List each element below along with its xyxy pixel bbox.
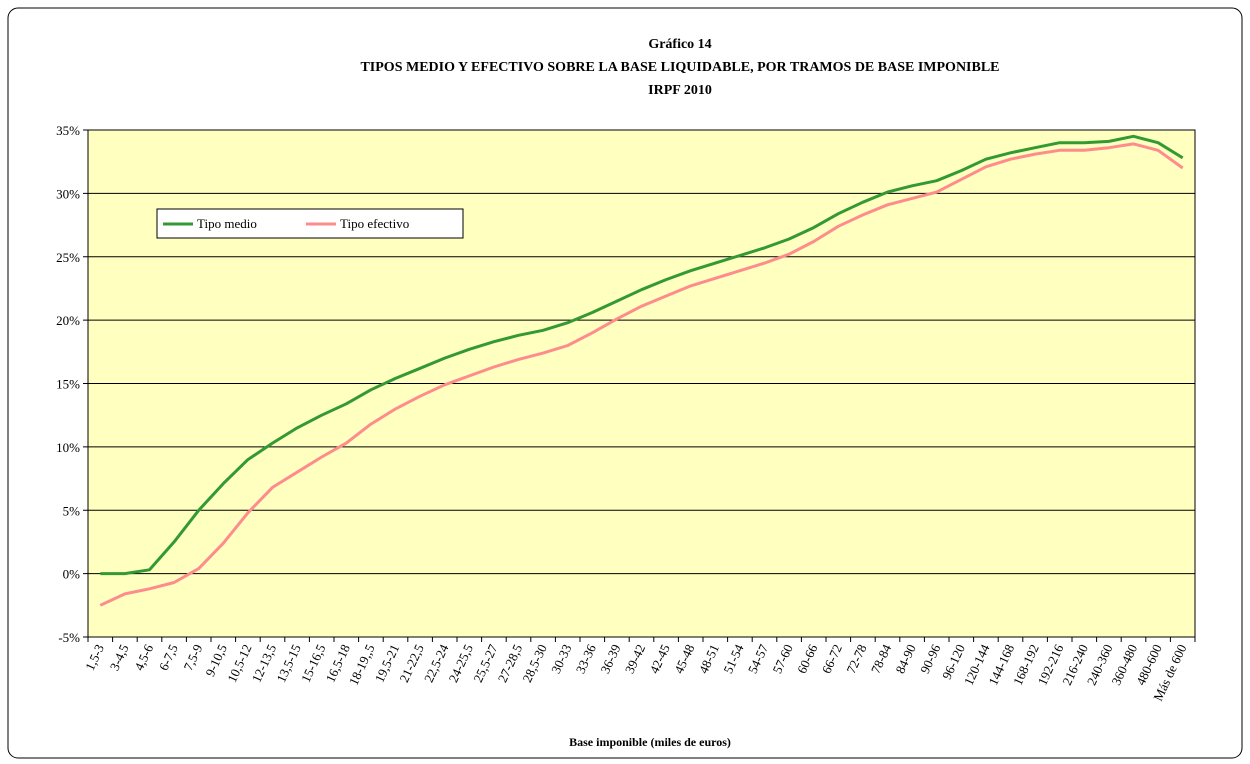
chart-subtitle: TIPOS MEDIO Y EFECTIVO SOBRE LA BASE LIQ… <box>360 60 999 75</box>
y-tick-label: 25% <box>56 250 80 265</box>
x-axis-label: Base imponible (miles de euros) <box>569 735 731 749</box>
y-tick-label: 20% <box>56 313 80 328</box>
y-tick-label: 5% <box>63 503 81 518</box>
y-tick-label: 0% <box>63 567 81 582</box>
legend-label: Tipo efectivo <box>340 216 409 231</box>
y-tick-label: 15% <box>56 377 80 392</box>
line-series <box>100 134 1184 576</box>
line-series <box>99 142 1184 607</box>
y-tick-label: 10% <box>56 440 80 455</box>
chart-title: Gráfico 14 <box>648 37 711 52</box>
y-tick-label: 30% <box>56 186 80 201</box>
y-tick-label: -5% <box>58 630 80 645</box>
legend-label: Tipo medio <box>197 216 257 231</box>
y-tick-label: 35% <box>56 123 80 138</box>
chart-subtitle: IRPF 2010 <box>648 83 712 98</box>
